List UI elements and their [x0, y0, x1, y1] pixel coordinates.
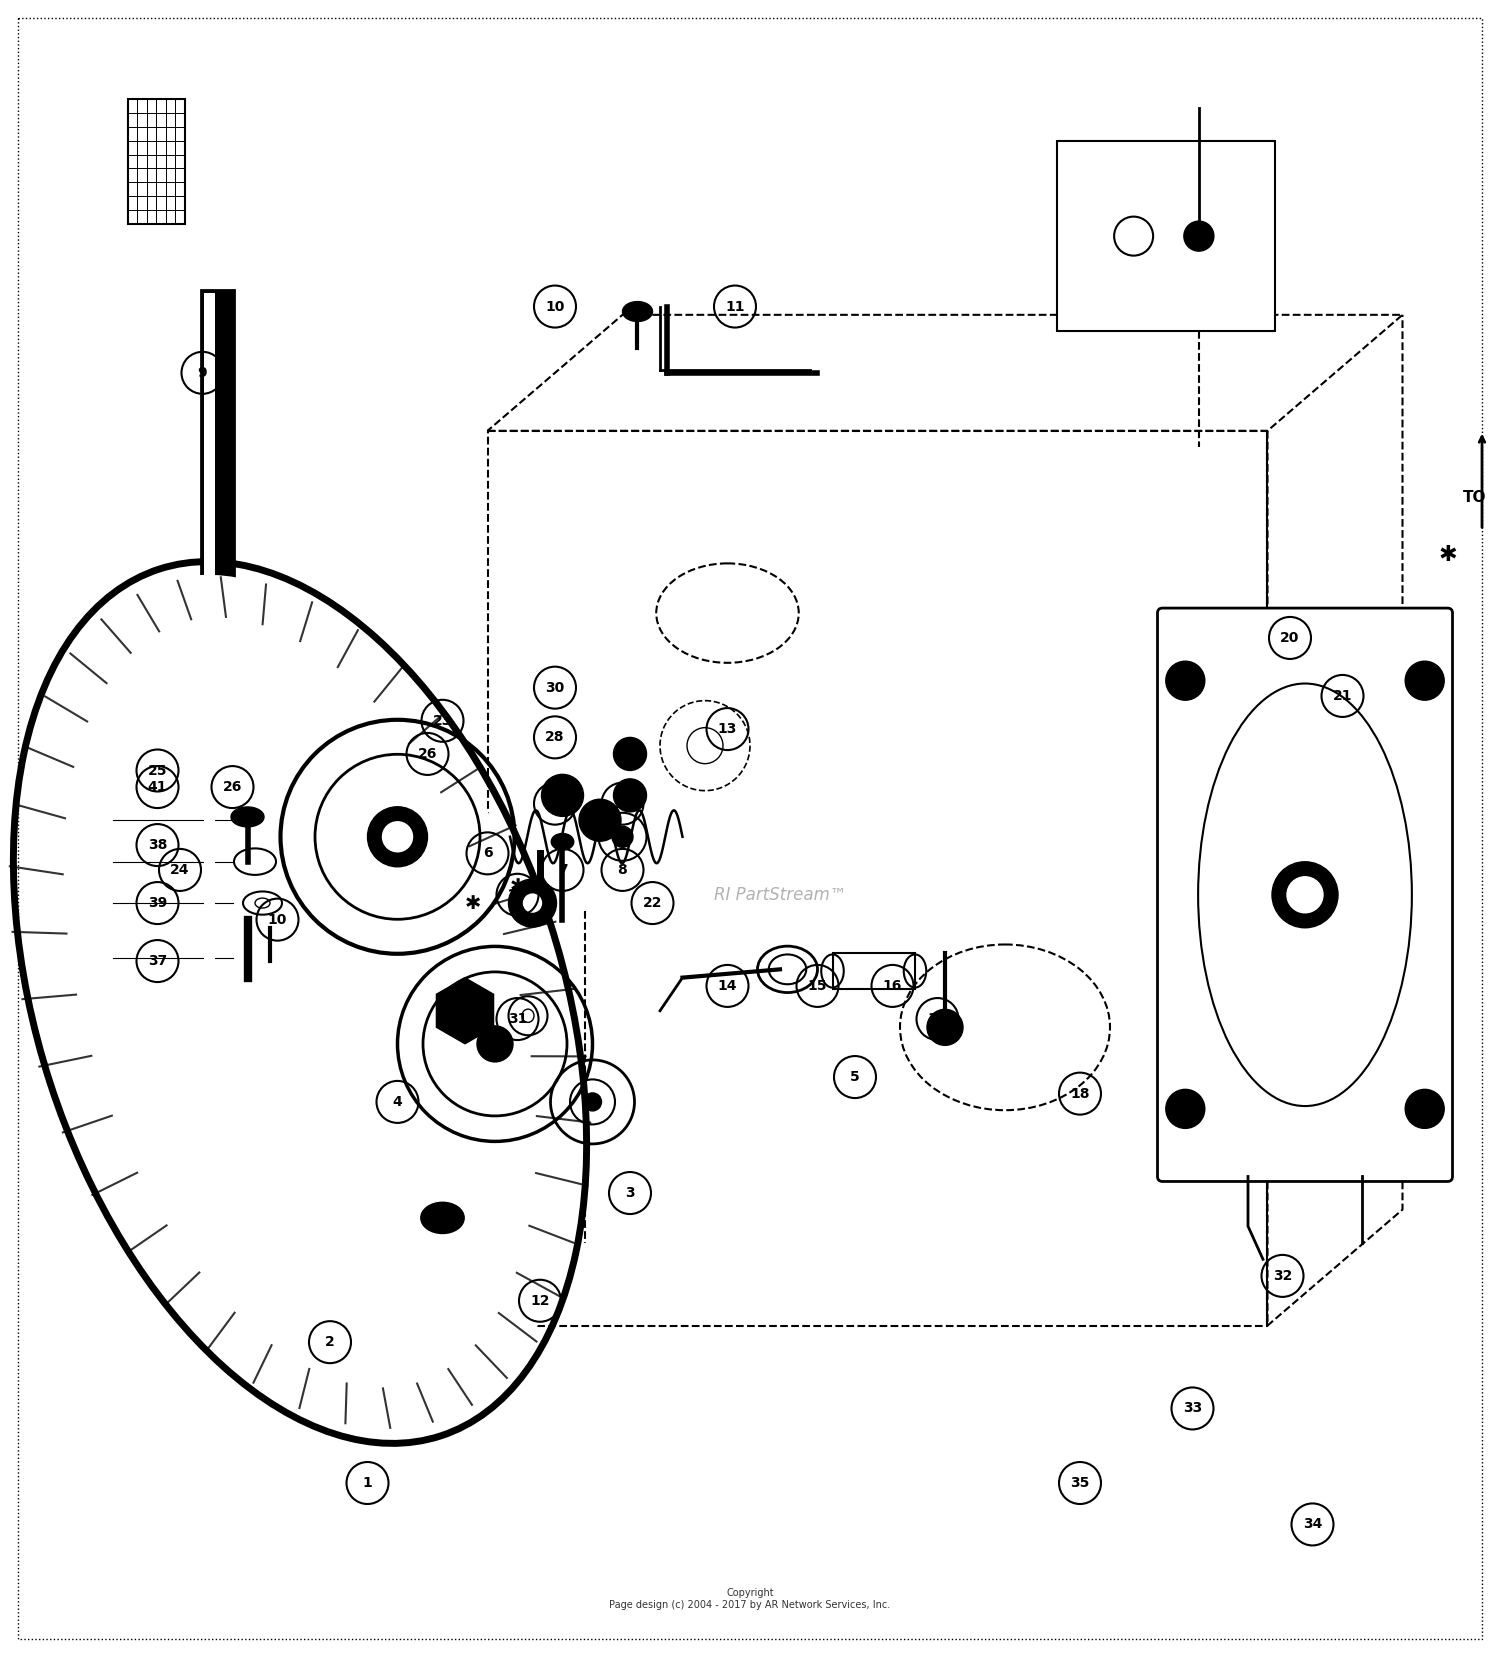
Circle shape — [579, 799, 621, 842]
Circle shape — [1184, 220, 1214, 252]
Text: TO: TO — [1462, 489, 1486, 505]
Text: 16: 16 — [884, 979, 902, 993]
Circle shape — [1406, 1089, 1444, 1128]
Bar — [201, 290, 234, 978]
Text: 30: 30 — [546, 681, 564, 694]
Ellipse shape — [550, 833, 573, 850]
Text: 28: 28 — [544, 797, 564, 810]
Text: 30: 30 — [614, 797, 632, 810]
Text: 26: 26 — [224, 780, 242, 794]
Text: 14: 14 — [717, 979, 736, 993]
Ellipse shape — [622, 302, 652, 321]
Text: 26: 26 — [419, 747, 436, 761]
Bar — [1058, 141, 1275, 331]
Text: 32: 32 — [1274, 1269, 1292, 1283]
Circle shape — [1287, 877, 1323, 913]
Text: 5: 5 — [850, 1070, 859, 1084]
Circle shape — [368, 807, 428, 867]
Circle shape — [612, 827, 633, 847]
Text: ✱: ✱ — [510, 877, 525, 896]
Polygon shape — [436, 978, 494, 1044]
Text: 8: 8 — [618, 863, 627, 877]
Ellipse shape — [28, 575, 572, 1430]
Text: 31: 31 — [509, 1012, 526, 1026]
Text: Copyright
Page design (c) 2004 - 2017 by AR Network Services, Inc.: Copyright Page design (c) 2004 - 2017 by… — [609, 1587, 891, 1611]
Text: 12: 12 — [530, 1294, 549, 1307]
Text: ✱: ✱ — [465, 893, 480, 913]
Text: 11: 11 — [724, 300, 744, 313]
Text: 2: 2 — [326, 1336, 334, 1349]
Bar — [204, 293, 214, 974]
Text: 6: 6 — [483, 847, 492, 860]
Circle shape — [509, 880, 556, 926]
Circle shape — [1166, 661, 1204, 701]
Text: 24: 24 — [171, 863, 190, 877]
Bar — [833, 953, 915, 989]
Text: 23: 23 — [433, 714, 451, 727]
Text: 1: 1 — [363, 1476, 372, 1490]
Text: 25: 25 — [148, 764, 168, 777]
Text: 33: 33 — [1184, 1402, 1202, 1415]
Text: 17: 17 — [928, 1012, 946, 1026]
Text: 9: 9 — [198, 366, 207, 379]
Text: 35: 35 — [1071, 1476, 1089, 1490]
Text: 18: 18 — [1070, 1087, 1089, 1100]
Text: 3: 3 — [626, 1186, 634, 1200]
Text: 7: 7 — [558, 863, 567, 877]
Circle shape — [1272, 862, 1338, 928]
Text: 38: 38 — [148, 838, 166, 852]
Text: 39: 39 — [148, 896, 166, 910]
Text: 21: 21 — [1332, 689, 1352, 703]
Circle shape — [584, 1094, 602, 1110]
Text: 41: 41 — [148, 780, 168, 794]
Text: 15: 15 — [807, 979, 828, 993]
Circle shape — [382, 822, 412, 852]
Ellipse shape — [231, 807, 264, 827]
Text: 4: 4 — [393, 1095, 402, 1109]
Circle shape — [614, 737, 646, 771]
Text: 10: 10 — [268, 913, 286, 926]
Text: 22: 22 — [642, 896, 662, 910]
Text: 28: 28 — [544, 731, 564, 744]
Text: 13: 13 — [718, 722, 736, 736]
Circle shape — [1166, 1089, 1204, 1128]
Ellipse shape — [422, 1203, 464, 1233]
Circle shape — [477, 1026, 513, 1062]
Circle shape — [542, 774, 584, 817]
Text: ✱: ✱ — [1438, 545, 1456, 565]
Circle shape — [1406, 661, 1444, 701]
Text: RI PartStream™: RI PartStream™ — [714, 886, 846, 903]
FancyBboxPatch shape — [1158, 608, 1452, 1181]
Bar — [128, 99, 184, 224]
Circle shape — [927, 1009, 963, 1046]
Text: 37: 37 — [148, 954, 166, 968]
Text: 10: 10 — [546, 300, 564, 313]
Bar — [488, 431, 1268, 1326]
Text: 34: 34 — [1304, 1518, 1322, 1531]
Text: 29: 29 — [509, 888, 526, 901]
Text: 20: 20 — [1281, 631, 1299, 645]
Circle shape — [524, 895, 542, 911]
Circle shape — [614, 779, 646, 812]
